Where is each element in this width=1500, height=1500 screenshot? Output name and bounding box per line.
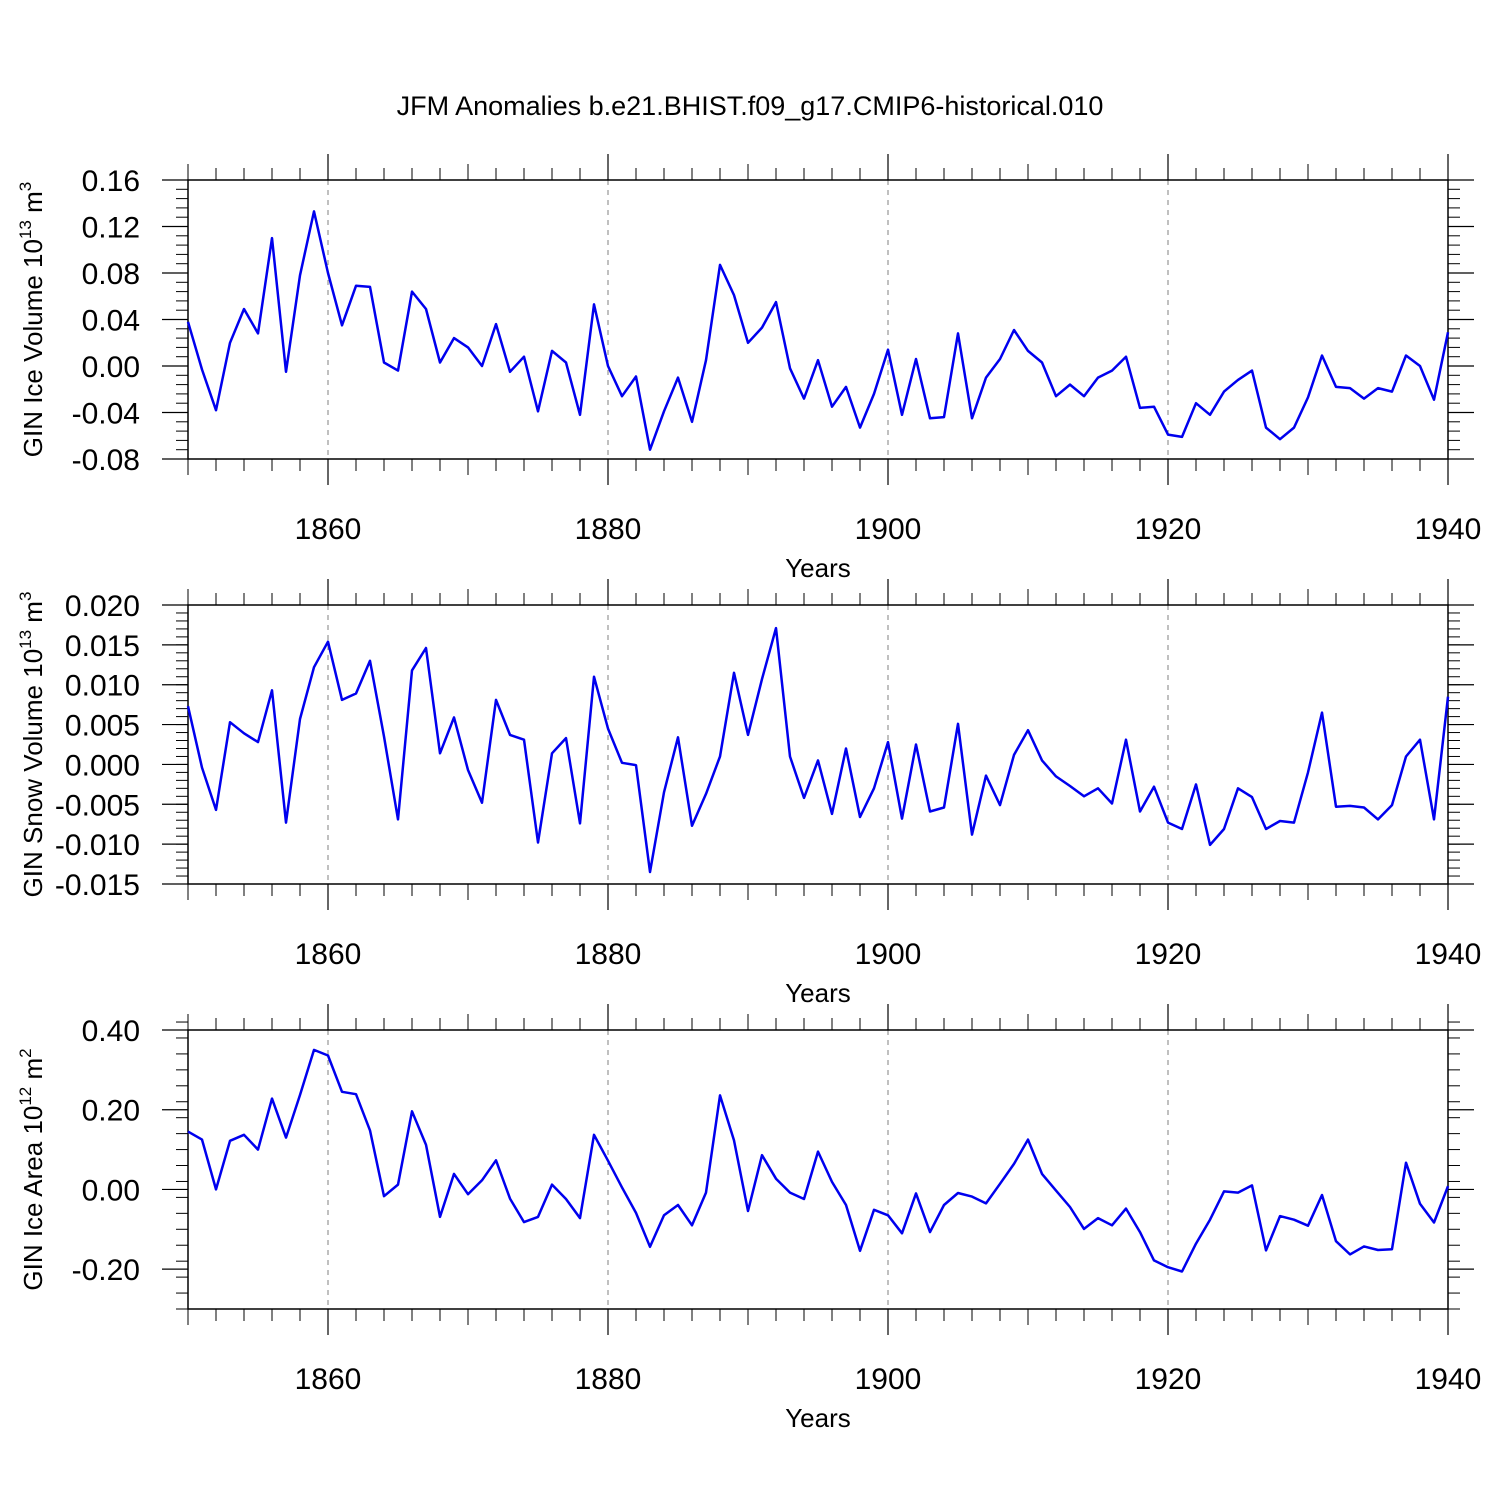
y-tick-label: 0.010: [65, 670, 140, 703]
y-tick-label: -0.08: [72, 444, 140, 477]
y-tick-label: 0.08: [82, 258, 140, 291]
plot-frame: [187, 1029, 1449, 1310]
y-tick-label: 0.04: [82, 305, 140, 338]
chart-title: JFM Anomalies b.e21.BHIST.f09_g17.CMIP6-…: [397, 91, 1104, 121]
x-tick-label: 1920: [1135, 513, 1202, 546]
series-line: [186, 210, 1450, 451]
y-tick-label: -0.20: [72, 1254, 140, 1287]
y-axis-label: GIN Snow Volume 1013 m3: [16, 592, 48, 898]
x-tick-label: 1860: [295, 938, 362, 971]
plot-frame: [187, 179, 1449, 460]
y-tick-label: -0.010: [55, 829, 140, 862]
x-axis-label: Years: [785, 978, 851, 1008]
y-tick-label: 0.005: [65, 710, 140, 743]
plot-frame: [187, 604, 1449, 885]
y-axis-label: GIN Ice Area 1012 m2: [16, 1048, 48, 1290]
series-line: [187, 1048, 1450, 1273]
y-tick-label: -0.015: [55, 869, 140, 902]
x-axis-label: Years: [785, 1403, 851, 1433]
x-tick-label: 1900: [855, 938, 922, 971]
y-tick-label: 0.000: [65, 749, 140, 782]
x-tick-label: 1900: [855, 513, 922, 546]
series-line: [186, 626, 1450, 874]
x-tick-label: 1880: [575, 938, 642, 971]
y-tick-label: -0.04: [72, 398, 140, 431]
x-tick-label: 1940: [1415, 938, 1482, 971]
y-tick-label: 0.16: [82, 165, 140, 198]
y-tick-label: 0.00: [82, 351, 140, 384]
y-tick-label: 0.015: [65, 630, 140, 663]
y-tick-label: 0.20: [82, 1095, 140, 1128]
y-tick-label: 0.00: [82, 1174, 140, 1207]
y-tick-label: -0.005: [55, 789, 140, 822]
x-tick-label: 1920: [1135, 938, 1202, 971]
x-tick-label: 1920: [1135, 1363, 1202, 1396]
x-tick-label: 1880: [575, 1363, 642, 1396]
x-tick-label: 1940: [1415, 1363, 1482, 1396]
x-tick-label: 1860: [295, 1363, 362, 1396]
y-tick-label: 0.40: [82, 1015, 140, 1048]
y-axis-label: GIN Ice Volume 1013 m3: [16, 182, 48, 458]
x-tick-label: 1940: [1415, 513, 1482, 546]
x-axis-label: Years: [785, 553, 851, 583]
panel-ice-volume: -0.08 -0.04 0.00 0.04 0.08 0.12 0.16 1860 1880 19…: [16, 154, 1481, 583]
x-tick-label: 1860: [295, 513, 362, 546]
x-tick-label: 1900: [855, 1363, 922, 1396]
panel-ice-area: -0.20 0.00 0.20 0.40 1860 1880 1900 1920 1940 Yea…: [16, 1004, 1481, 1433]
y-tick-label: 0.12: [82, 212, 140, 245]
panel-snow-volume: -0.015 -0.010 -0.005 0.000 0.005 0.010 0.015 0.…: [16, 579, 1481, 1008]
x-tick-label: 1880: [575, 513, 642, 546]
y-tick-label: 0.020: [65, 590, 140, 623]
